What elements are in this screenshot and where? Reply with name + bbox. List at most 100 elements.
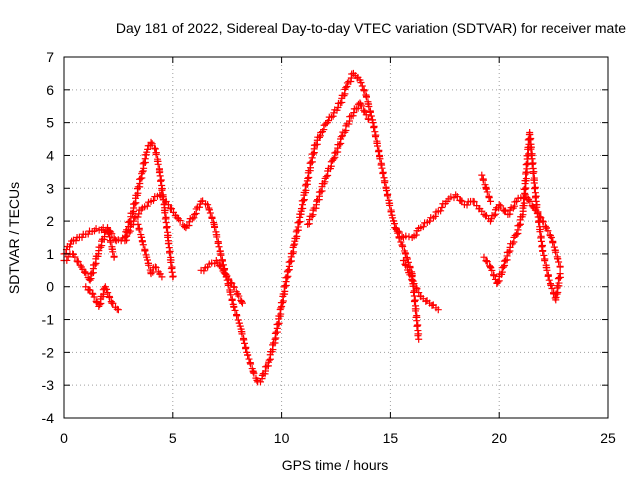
data-marker [377,161,385,169]
data-marker [547,281,555,289]
data-marker [72,237,80,245]
data-marker [543,266,551,274]
data-marker [476,205,484,213]
data-marker [312,204,320,212]
data-marker [413,322,421,330]
data-marker [320,121,328,129]
data-marker [553,290,561,298]
data-marker [81,268,89,276]
data-marker [141,247,149,255]
data-marker [219,267,227,275]
data-marker [402,262,410,270]
data-marker [216,261,224,269]
data-marker [230,283,238,291]
data-marker [522,175,530,183]
data-marker [395,228,403,236]
data-marker [414,332,422,340]
data-marker [237,296,245,304]
data-marker [167,258,175,266]
series-layer [60,69,564,386]
data-marker [412,284,420,292]
data-marker [151,144,159,152]
data-marker [152,264,160,272]
data-marker [309,150,317,158]
y-tick-label: -1 [42,312,55,328]
data-marker [372,133,380,141]
data-marker [334,99,342,107]
data-marker [406,271,414,279]
data-marker [142,151,150,159]
series-track-c [60,224,118,284]
data-marker [490,212,498,220]
data-marker [167,265,175,273]
data-marker [239,336,247,344]
data-marker [337,133,345,141]
y-tick-label: 1 [46,246,54,262]
data-marker [423,218,431,226]
data-marker [176,217,184,225]
data-marker [447,193,455,201]
y-tick-label: 7 [46,49,54,65]
data-marker [109,248,117,256]
data-marker [413,285,421,293]
data-marker [540,251,548,259]
data-marker [168,268,176,276]
data-marker [544,227,552,235]
data-marker [520,199,528,207]
data-marker [546,232,554,240]
data-marker [361,108,369,116]
data-marker [362,111,370,119]
data-marker [145,198,153,206]
y-tick-label: 3 [46,180,54,196]
data-point [134,220,142,228]
data-marker [253,376,261,384]
data-marker [415,224,423,232]
data-marker [217,251,225,259]
data-marker [66,243,74,251]
data-marker [110,252,118,260]
data-marker [109,299,117,307]
series-track-e [134,220,166,281]
data-marker [408,275,416,283]
data-marker [364,115,372,123]
data-marker [86,286,94,294]
data-marker [470,198,478,206]
data-marker [211,260,219,268]
data-marker [82,269,90,277]
data-marker [74,258,82,266]
data-marker [315,133,323,141]
data-marker [432,208,440,216]
data-marker [206,209,214,217]
data-marker [200,267,208,275]
data-marker [327,113,335,121]
data-marker [453,193,461,201]
data-marker [152,150,160,158]
series-track-d [82,283,122,314]
series-track-j [480,128,564,304]
data-marker [419,223,427,231]
data-marker [190,214,198,222]
data-marker [213,233,221,241]
data-marker [201,264,209,272]
data-marker [244,351,252,359]
data-marker [158,186,166,194]
data-marker [345,120,353,128]
data-marker [410,297,418,305]
data-marker [555,258,563,266]
data-marker [358,102,366,110]
data-marker [329,112,337,120]
data-point [304,220,312,228]
data-marker [354,73,362,81]
data-marker [84,230,92,238]
data-marker [247,360,255,368]
data-marker [316,132,324,140]
data-marker [157,191,165,199]
data-marker [386,201,394,209]
data-marker [233,312,241,320]
data-marker [234,316,242,324]
data-marker [125,229,133,237]
data-marker [144,145,152,153]
data-marker [370,124,378,132]
data-marker [412,313,420,321]
